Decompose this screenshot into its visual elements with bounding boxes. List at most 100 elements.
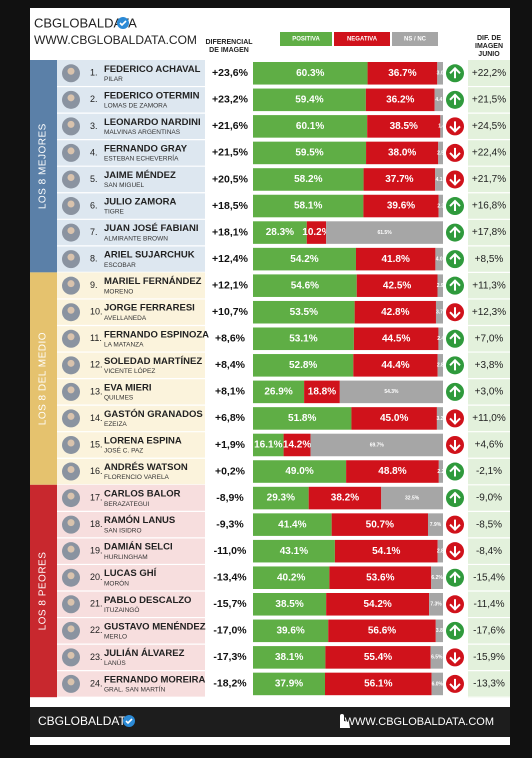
bar-segment [253, 247, 356, 271]
trend-arrow-glyph [449, 519, 461, 532]
bar-segment [304, 380, 340, 404]
rank: 7. [90, 227, 98, 237]
bar-segment [310, 433, 443, 457]
diff: +0,2% [215, 465, 246, 477]
diff: -11,0% [214, 545, 247, 557]
place: MALVINAS ARGENTINAS [104, 129, 181, 136]
bar-label: 43.1% [280, 546, 308, 557]
name: FERNANDO ESPINOZA [104, 329, 209, 340]
bar-label: 6.0% [432, 681, 444, 687]
bar-segment [253, 513, 332, 536]
diff: +10,7% [212, 306, 249, 318]
bar-label: 2.2 [437, 469, 444, 475]
name: FEDERICO ACHAVAL [104, 64, 201, 75]
place: LOMAS DE ZAMORA [104, 103, 168, 110]
photo-head [67, 306, 75, 314]
place: ESCOBAR [104, 262, 136, 269]
bar-label: 16.1% [254, 440, 282, 451]
rank: 19. [90, 546, 103, 556]
bar-segment [438, 460, 443, 483]
bar-label: 4.4 [435, 97, 442, 103]
june-diff: +7,0% [475, 333, 504, 344]
bar-segment [253, 460, 347, 483]
june-diff: -17,6% [473, 625, 505, 636]
bar-label: 32.5% [405, 495, 420, 501]
bar-label: 54.3% [384, 389, 399, 395]
legend-label: POSITIVA [292, 37, 320, 43]
bar-segment [367, 62, 438, 85]
column-header: IMAGEN [475, 43, 503, 50]
place: AVELLANEDA [104, 315, 147, 322]
bar-label: 69.7% [370, 442, 385, 448]
bar-label: 38.5% [275, 599, 303, 610]
diff: -15,7% [213, 598, 247, 610]
column-header: JUNIO [478, 51, 500, 58]
bar-label: 59.4% [295, 94, 323, 105]
diff: +12,4% [212, 253, 249, 265]
bar-segment [253, 672, 326, 696]
bar-segment [253, 354, 354, 377]
photo-head [67, 598, 75, 606]
june-diff: +22,4% [472, 148, 506, 159]
trend-arrow-glyph [449, 174, 461, 186]
bar-segment [253, 141, 367, 165]
trend-arrow-glyph [449, 571, 461, 583]
bar-segment [430, 646, 443, 669]
trend-arrow-glyph [449, 226, 461, 238]
place: GRAL. SAN MARTÍN [104, 685, 166, 694]
bar-segment [427, 513, 443, 536]
name: MARIEL FERNÁNDEZ [104, 276, 202, 287]
bar-label: 38.0% [388, 148, 416, 159]
june-diff: +3,0% [475, 387, 504, 398]
trend-arrow-glyph [449, 121, 461, 133]
bar-label: 2.5 [437, 150, 444, 156]
rank: 5. [90, 174, 98, 184]
bar-label: 42.5% [383, 280, 411, 291]
place: TIGRE [104, 209, 125, 216]
bar-segment [253, 300, 355, 324]
bar-segment [339, 380, 443, 404]
photo-head [67, 173, 75, 181]
bar-segment [253, 539, 335, 563]
bar-segment [253, 593, 327, 616]
place: ESTEBAN ECHEVERRÍA [104, 154, 179, 163]
june-diff: -8,5% [476, 519, 502, 530]
bar-segment [436, 407, 443, 430]
bar-label: 3.0 [437, 71, 444, 77]
diff: +21,5% [212, 147, 249, 159]
trend-arrow-glyph [449, 307, 461, 319]
bar-segment [353, 327, 439, 351]
brand-url: WWW.CBGLOBALDATA.COM [34, 33, 197, 47]
bar-segment [431, 566, 443, 589]
bar-label: 53.5% [290, 307, 318, 318]
bar-label: 1.4 [438, 124, 445, 130]
trend-arrow-glyph [449, 652, 461, 664]
group-band [30, 60, 57, 273]
june-diff: +22,2% [472, 68, 506, 79]
trend-arrow-glyph [449, 624, 461, 636]
column-header: DE IMAGEN [209, 47, 249, 54]
diff: -17,3% [213, 651, 247, 663]
place: SAN ISIDRO [104, 527, 142, 534]
place: ALMIRANTE BROWN [104, 235, 168, 242]
june-diff: -13,3% [473, 679, 505, 690]
diff: +18,1% [212, 226, 249, 238]
june-diff: +21,5% [472, 94, 506, 105]
place: MORÓN [104, 578, 129, 587]
bar-segment [253, 566, 330, 589]
diff: +21,6% [212, 120, 249, 132]
name: GUSTAVO MENÉNDEZ [104, 621, 206, 632]
bar-label: 52.8% [289, 360, 317, 371]
legend-swatch [280, 32, 332, 46]
bar-segment [438, 141, 443, 165]
bar-label: 4.0 [436, 256, 443, 262]
rank: 17. [90, 492, 103, 502]
bar-label: 2.9 [437, 283, 444, 289]
place: SAN MIGUEL [104, 182, 144, 189]
june-diff: -11,4% [474, 599, 505, 610]
name: EVA MIERI [104, 382, 152, 393]
bar-segment [440, 115, 443, 138]
rank: 13. [90, 386, 103, 396]
photo-head [67, 412, 75, 420]
